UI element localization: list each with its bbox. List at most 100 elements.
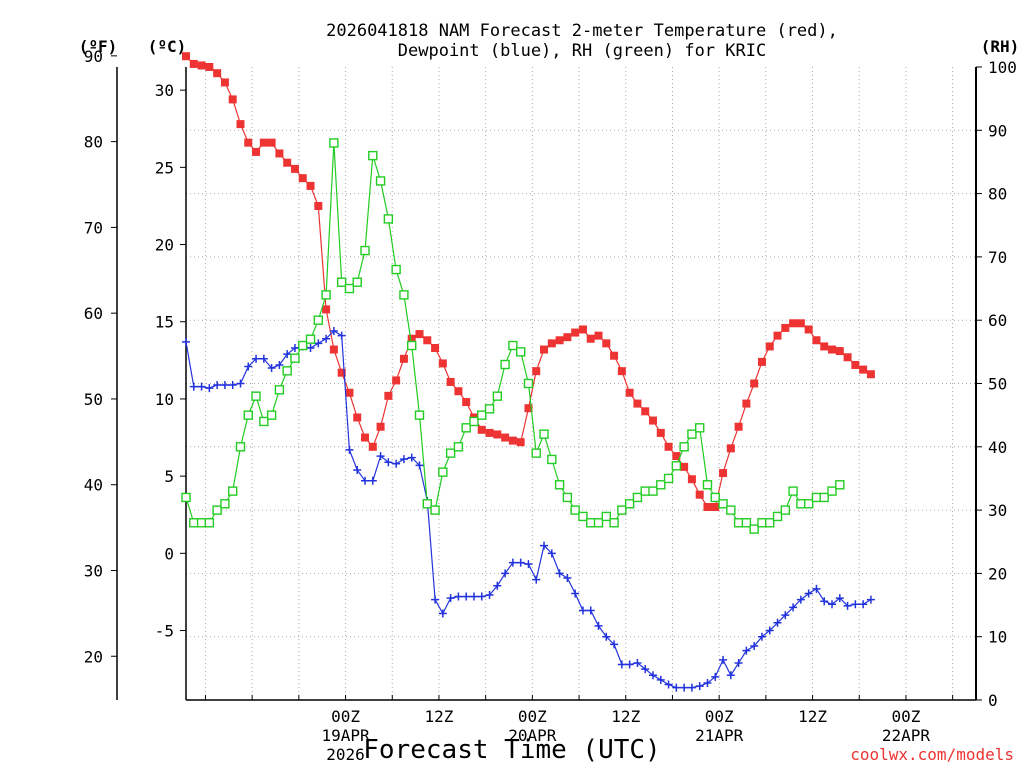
relative-humidity-point <box>772 511 783 522</box>
dewpoint-point <box>648 671 657 680</box>
temperature-point <box>462 398 471 407</box>
time-tick-label: 12Z <box>798 707 827 726</box>
relative-humidity-point <box>204 518 215 528</box>
temperature-point <box>648 416 657 425</box>
relative-humidity-point <box>827 486 837 496</box>
relative-humidity-point <box>344 283 355 294</box>
temperature-point <box>703 503 712 512</box>
dewpoint-point <box>399 455 408 464</box>
temperature-point <box>431 343 440 352</box>
dewpoint-point <box>368 476 377 485</box>
relative-humidity-point <box>235 442 246 452</box>
dewpoint-point <box>789 603 798 612</box>
temperature-point <box>859 365 868 374</box>
dewpoint-point <box>796 595 805 604</box>
temperature-point <box>820 342 829 351</box>
temperature-point <box>353 413 362 422</box>
dewpoint-point <box>625 660 634 669</box>
temperature-point <box>213 69 222 78</box>
dewpoint-point <box>757 632 766 641</box>
relative-humidity-point <box>539 429 549 439</box>
dewpoint-point <box>353 465 362 474</box>
celsius-tick-label: 10 <box>155 390 174 409</box>
relative-humidity-point <box>624 499 635 509</box>
relative-humidity-point <box>749 524 759 534</box>
dewpoint-point <box>835 594 844 603</box>
relative-humidity-point <box>298 340 308 351</box>
fahrenheit-tick-label: 30 <box>84 561 103 580</box>
dewpoint-point <box>843 601 852 610</box>
temperature-point <box>298 174 307 183</box>
relative-humidity-point <box>757 518 767 528</box>
rh-tick-label: 0 <box>988 691 998 710</box>
dewpoint-point <box>633 658 642 667</box>
temperature-point <box>695 490 704 499</box>
temperature-point <box>555 336 564 345</box>
dewpoint-point <box>392 459 401 468</box>
temperature-point <box>392 376 401 385</box>
time-tick-label: 00Z <box>518 707 547 726</box>
rh-tick-label: 90 <box>988 121 1007 140</box>
relative-humidity-point <box>523 378 534 389</box>
dewpoint-point <box>866 595 875 604</box>
temperature-point <box>828 345 837 354</box>
temperature-point <box>796 319 805 328</box>
dewpoint-point <box>781 611 790 620</box>
dewpoint-point <box>322 334 331 343</box>
relative-humidity-point <box>617 505 627 515</box>
dewpoint-point <box>306 343 315 352</box>
relative-humidity-point <box>445 448 456 458</box>
temperature-point <box>438 359 447 368</box>
relative-humidity-point <box>788 486 798 496</box>
relative-humidity-line <box>185 142 841 530</box>
relative-humidity-point <box>687 429 697 439</box>
temperature-point <box>633 399 642 408</box>
temperature-point <box>594 331 603 340</box>
temperature-point <box>337 368 346 377</box>
rh-tick-label: 20 <box>988 564 1007 583</box>
dewpoint-point <box>384 458 393 467</box>
rh-tick-label: 60 <box>988 311 1007 330</box>
dewpoint-point <box>578 606 587 615</box>
relative-humidity-point <box>383 214 394 224</box>
dewpoint-point <box>695 682 704 691</box>
x-axis-title: Forecast Time (UTC) <box>363 735 660 765</box>
celsius-tick-label: 15 <box>155 313 174 332</box>
relative-humidity-point <box>375 176 386 186</box>
fahrenheit-tick-label: 90 <box>84 47 103 66</box>
relative-humidity-point <box>227 486 238 496</box>
chart-title-line2: Dewpoint (blue), RH (green) for KRIC <box>398 41 766 61</box>
fahrenheit-tick-label: 50 <box>84 390 103 409</box>
dewpoint-point <box>750 641 759 650</box>
dewpoint-point <box>454 592 463 601</box>
dewpoint-point <box>812 584 821 593</box>
dewpoint-point <box>820 597 829 606</box>
relative-humidity-point <box>336 277 347 287</box>
relative-humidity-point <box>321 290 331 300</box>
temperature-point <box>578 325 587 334</box>
temperature-point <box>750 379 759 388</box>
temperature-point <box>656 428 665 437</box>
relative-humidity-point <box>360 245 370 256</box>
temperature-point <box>734 422 743 431</box>
fahrenheit-tick-label: 80 <box>84 133 103 152</box>
chart-title-line1: 2026041818 NAM Forecast 2-meter Temperat… <box>326 21 838 41</box>
relative-humidity-point <box>220 499 230 509</box>
relative-humidity-point <box>586 518 596 528</box>
dewpoint-point <box>672 683 681 692</box>
dewpoint-point <box>182 337 190 346</box>
temperature-point <box>361 433 370 442</box>
relative-humidity-point <box>656 480 666 490</box>
temperature-point <box>610 351 619 360</box>
temperature-point <box>384 391 393 400</box>
rh-tick-label: 10 <box>988 628 1007 647</box>
date-label: 21APR <box>695 726 744 745</box>
dewpoint-point <box>283 350 292 359</box>
temperature-point <box>563 333 572 342</box>
relative-humidity-point <box>181 492 191 503</box>
dewpoint-point <box>532 575 541 584</box>
relative-humidity-point <box>679 442 689 452</box>
relative-humidity-point <box>593 518 604 528</box>
relative-humidity-point <box>259 416 269 427</box>
